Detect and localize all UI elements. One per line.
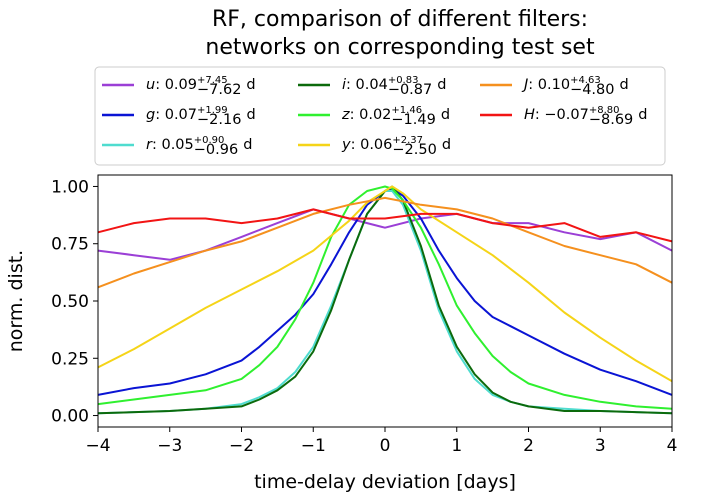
series-line-g bbox=[97, 187, 673, 396]
legend-label-minus: −0.96 bbox=[194, 142, 238, 158]
y-tick-label: 0.50 bbox=[51, 292, 89, 312]
legend-label-minus: −4.80 bbox=[570, 82, 614, 98]
legend-box bbox=[94, 66, 666, 166]
legend-label-unit: d bbox=[441, 107, 450, 123]
legend-label-minus: −8.69 bbox=[589, 112, 633, 128]
legend-label: z: 0.02+1.46 bbox=[341, 105, 422, 123]
series-line-y bbox=[97, 185, 673, 383]
legend-label-unit: d bbox=[437, 77, 446, 93]
legend-label: i: 0.04+0.83 bbox=[342, 75, 418, 93]
series-line-j-upper bbox=[97, 196, 673, 289]
legend-label-unit: d bbox=[246, 77, 255, 93]
plot-frame bbox=[97, 174, 673, 428]
series-line-z bbox=[97, 185, 673, 410]
legend-entry: i: 0.04+0.83−0.87 d bbox=[298, 75, 446, 98]
legend-entry: u: 0.09+7.45−7.62 d bbox=[102, 75, 256, 98]
y-tick-label: 1.00 bbox=[51, 177, 89, 197]
plot-lines bbox=[97, 185, 673, 415]
x-tick-label: 2 bbox=[523, 436, 534, 456]
legend-label-minus: −0.87 bbox=[388, 82, 432, 98]
legend-label: H: −0.07+8.80 bbox=[524, 105, 620, 123]
legend-label: J: 0.10+4.63 bbox=[521, 75, 601, 93]
legend-label: u: 0.09+7.45 bbox=[146, 75, 228, 93]
legend: u: 0.09+7.45−7.62 dg: 0.07+1.99−2.16 dr: 0… bbox=[102, 75, 648, 158]
y-tick-label: 0.00 bbox=[51, 407, 89, 427]
y-tick-label: 0.25 bbox=[51, 349, 89, 369]
x-tick-label: −3 bbox=[157, 436, 182, 456]
y-tick-label: 0.75 bbox=[51, 235, 89, 255]
legend-label-minus: −2.16 bbox=[197, 112, 241, 128]
legend-label-minus: −2.50 bbox=[392, 142, 436, 158]
legend-label-unit: d bbox=[246, 107, 255, 123]
legend-entry: y: 0.06+2.37−2.50 d bbox=[298, 135, 451, 158]
x-axis-label: time-delay deviation [days] bbox=[254, 471, 516, 493]
y-axis-label: norm. dist. bbox=[5, 250, 27, 352]
x-tick-label: 4 bbox=[667, 436, 678, 456]
legend-label: g: 0.07+1.99 bbox=[146, 105, 228, 123]
legend-label-unit: d bbox=[243, 137, 252, 153]
chart-title-line-2: networks on corresponding test set bbox=[205, 35, 595, 60]
legend-entry: H: −0.07+8.80−8.69 d bbox=[480, 105, 648, 128]
legend-entry: J: 0.10+4.63−4.80 d bbox=[480, 75, 629, 98]
legend-label-unit: d bbox=[442, 137, 451, 153]
x-tick-label: 1 bbox=[451, 436, 462, 456]
x-tick-label: 3 bbox=[595, 436, 606, 456]
legend-entry: z: 0.02+1.46−1.49 d bbox=[298, 105, 450, 128]
x-tick-label: −4 bbox=[85, 436, 110, 456]
legend-label: y: 0.06+2.37 bbox=[341, 135, 423, 153]
axis-ticks: −4 −3 −2 −1 0 1 2 3 4 0.00 0.25 0.50 0.75 1.00 bbox=[51, 177, 677, 456]
legend-entry: g: 0.07+1.99−2.16 d bbox=[102, 105, 256, 128]
legend-label-minus: −7.62 bbox=[197, 82, 241, 98]
legend-label-unit: d bbox=[620, 77, 629, 93]
legend-entry: r: 0.05+0.90−0.96 d bbox=[102, 135, 252, 158]
chart-title-line-1: RF, comparison of different filters: bbox=[212, 7, 588, 32]
x-tick-label: −1 bbox=[301, 436, 326, 456]
series-line-h-upper bbox=[97, 208, 673, 243]
legend-label-minus: −1.49 bbox=[391, 112, 435, 128]
x-tick-label: 0 bbox=[380, 436, 391, 456]
legend-label-unit: d bbox=[638, 107, 647, 123]
legend-label: r: 0.05+0.90 bbox=[146, 135, 224, 153]
x-tick-label: −2 bbox=[229, 436, 254, 456]
